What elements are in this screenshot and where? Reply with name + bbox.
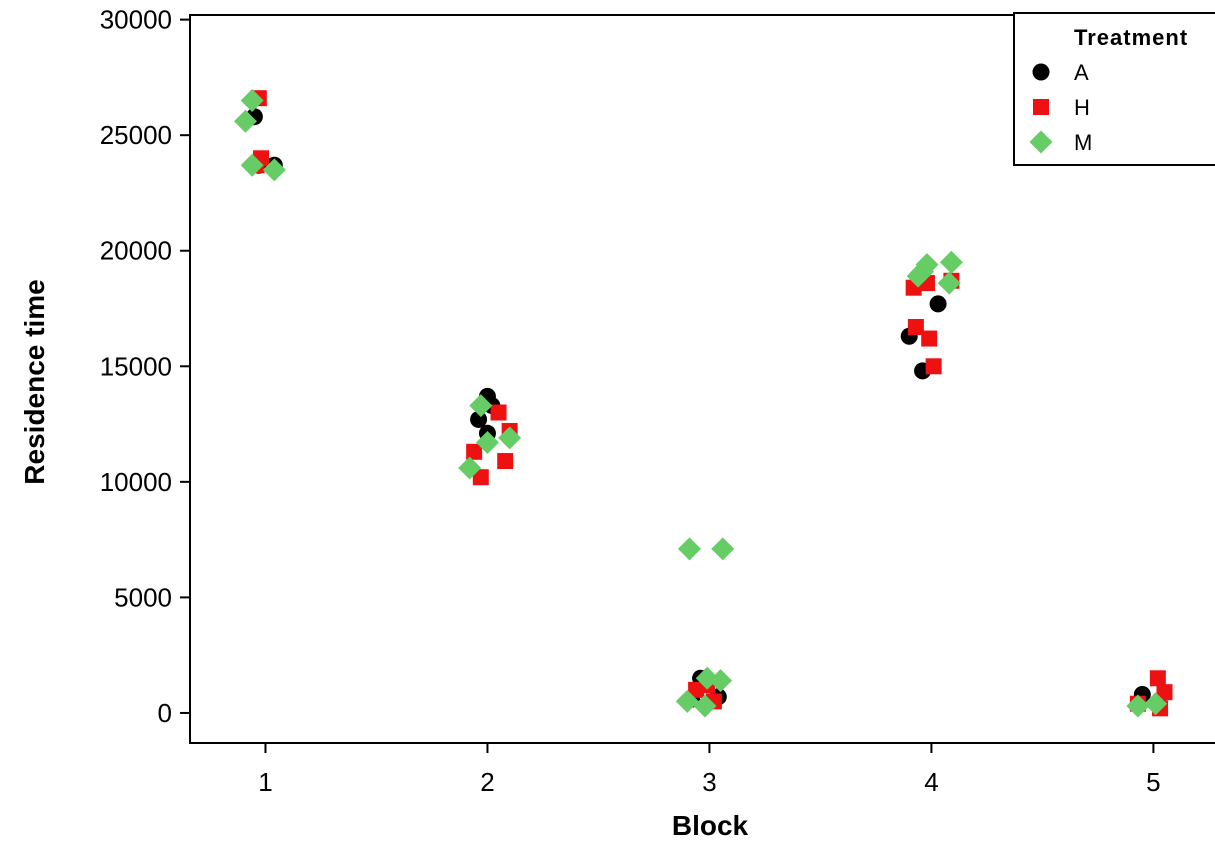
y-tick-label: 30000: [100, 5, 172, 35]
data-point-m: [475, 431, 499, 455]
data-point-a: [470, 410, 488, 428]
x-axis-title: Block: [672, 810, 749, 841]
y-tick-label: 15000: [100, 351, 172, 381]
data-point-m: [469, 394, 493, 418]
y-tick-label: 10000: [100, 467, 172, 497]
data-point-m: [939, 250, 963, 274]
data-point-m: [1126, 694, 1150, 718]
data-point-h: [925, 358, 942, 375]
x-tick-label: 5: [1146, 767, 1160, 797]
data-point-h: [490, 404, 507, 421]
data-point-h: [907, 319, 924, 335]
plot-area-frame: [189, 14, 1215, 744]
x-tick-label: 4: [924, 767, 938, 797]
y-tick-label: 25000: [100, 120, 172, 150]
data-point-m: [675, 689, 699, 713]
legend-title: Treatment: [1074, 25, 1188, 50]
data-point-m: [240, 89, 264, 113]
x-tick-label: 2: [480, 767, 494, 797]
data-point-m: [240, 153, 264, 177]
data-point-h: [921, 330, 938, 347]
legend-label-a: A: [1074, 60, 1089, 85]
x-tick-label: 1: [258, 767, 272, 797]
data-point-m: [262, 158, 286, 182]
legend: Treatment AHM: [1013, 12, 1215, 166]
data-point-m: [1144, 692, 1168, 716]
data-point-m: [458, 456, 482, 480]
data-point-h: [472, 469, 489, 486]
data-marks: [233, 89, 1173, 718]
data-point-h: [497, 453, 514, 470]
data-point-h: [1149, 670, 1166, 687]
data-point-m: [711, 537, 735, 561]
x-tick-label: 3: [702, 767, 716, 797]
x-axis: 1 2 3 4 5: [258, 743, 1161, 797]
legend-label-h: H: [1074, 95, 1090, 120]
data-point-m: [693, 694, 717, 718]
data-point-m: [677, 537, 701, 561]
data-point-h: [1156, 684, 1173, 701]
data-point-a: [929, 295, 947, 313]
y-tick-label: 20000: [100, 236, 172, 266]
data-point-m: [233, 109, 257, 133]
data-point-m: [498, 426, 522, 450]
y-tick-label: 0: [158, 698, 172, 728]
y-tick-label: 5000: [114, 582, 172, 612]
data-point-m: [937, 271, 961, 295]
legend-label-m: M: [1074, 130, 1092, 155]
y-axis: 0 5000 10000 15000 20000 25000 30000: [100, 5, 190, 728]
legend-marker-a: [1032, 63, 1050, 81]
data-point-h: [466, 443, 483, 460]
data-point-m: [915, 253, 939, 277]
legend-marker-h: [1033, 99, 1049, 115]
legend-marker-m: [1029, 130, 1053, 154]
data-point-m: [709, 669, 733, 693]
y-axis-title: Residence time: [19, 279, 50, 484]
